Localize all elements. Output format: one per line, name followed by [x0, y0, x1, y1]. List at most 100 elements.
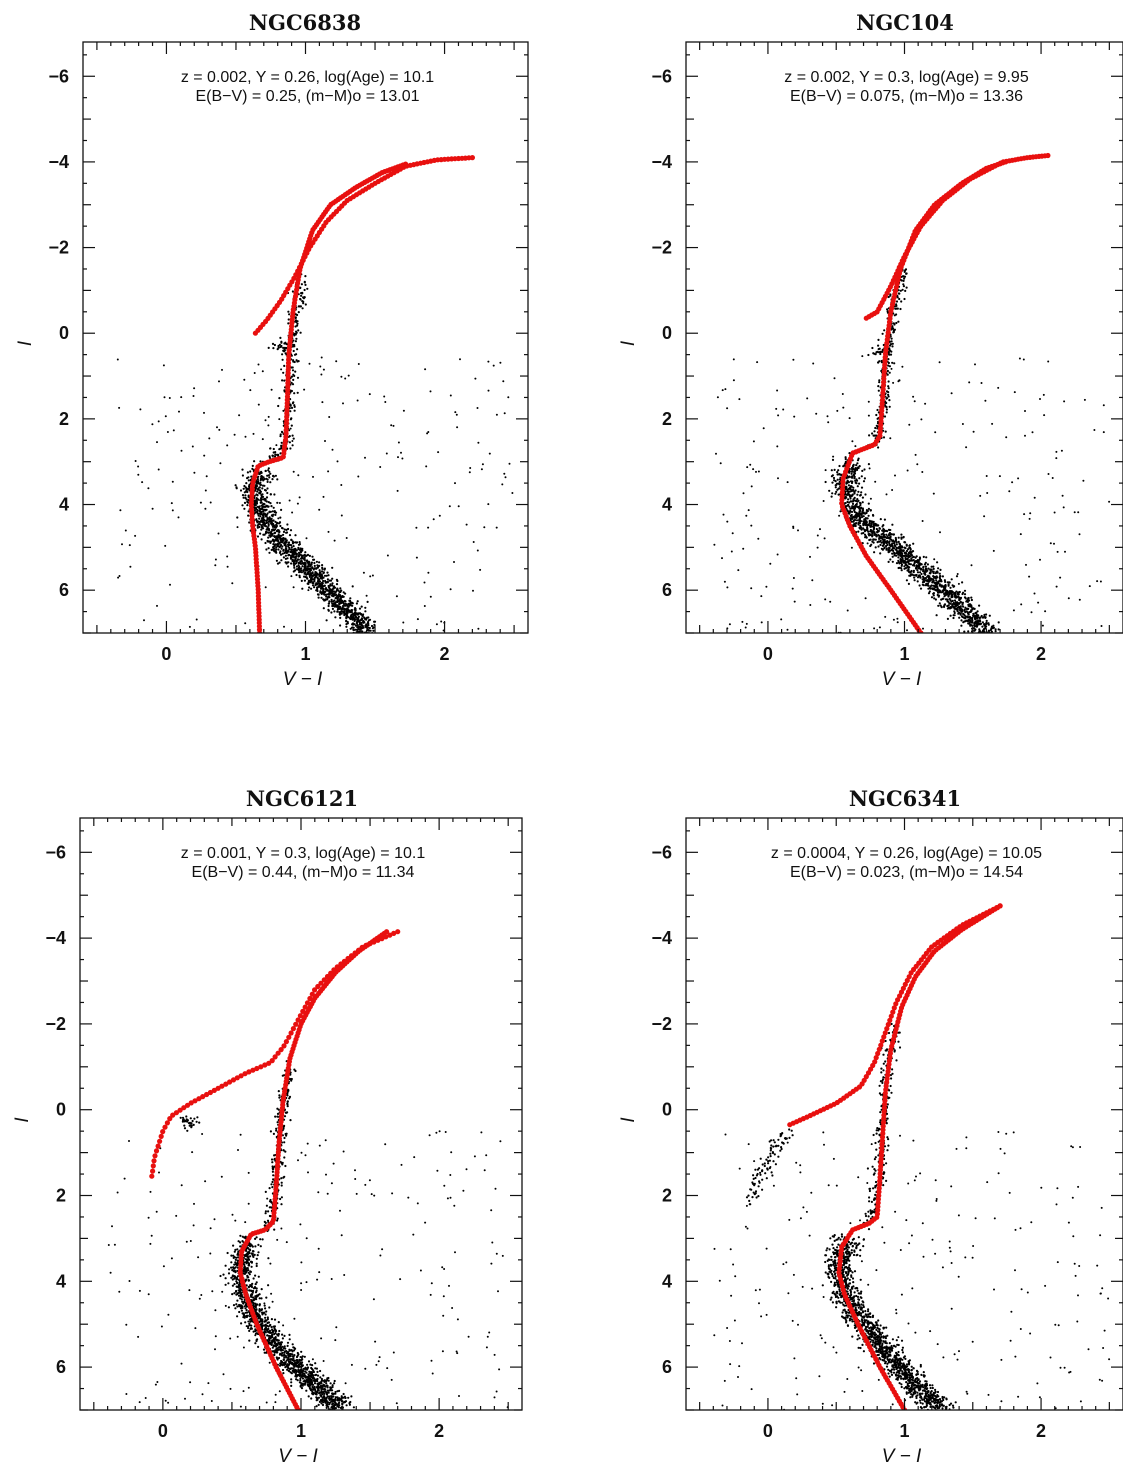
star-point	[941, 590, 945, 594]
star-point	[295, 353, 298, 356]
star-point	[902, 283, 905, 286]
star-point	[318, 1381, 321, 1384]
star-point	[905, 549, 909, 553]
star-point	[898, 545, 901, 549]
star-point	[315, 1367, 318, 1370]
star-point	[834, 486, 837, 489]
field-star-point	[1060, 449, 1063, 452]
star-point	[303, 556, 306, 559]
field-star-point	[836, 409, 839, 412]
star-point	[262, 523, 265, 526]
field-star-point	[423, 605, 426, 607]
star-point	[254, 511, 257, 514]
star-point	[278, 534, 281, 537]
star-point	[937, 567, 940, 570]
field-star-point	[327, 470, 330, 473]
field-star-point	[504, 476, 507, 479]
field-star-point	[793, 415, 796, 418]
star-point	[331, 1402, 335, 1405]
star-point	[916, 580, 919, 583]
field-star-point	[508, 462, 511, 465]
star-point	[846, 500, 849, 504]
star-point	[239, 489, 243, 492]
field-star-point	[195, 618, 198, 621]
star-point	[854, 481, 857, 484]
star-point	[306, 554, 309, 557]
field-star-point	[1082, 479, 1085, 482]
star-point	[303, 288, 306, 292]
star-point	[925, 556, 928, 559]
field-star-point	[415, 556, 418, 559]
star-point	[297, 547, 300, 551]
star-point	[313, 561, 316, 565]
clump-point	[273, 343, 276, 347]
star-point	[897, 292, 901, 295]
star-point	[293, 553, 296, 556]
star-point	[344, 602, 347, 605]
field-star-point	[912, 395, 915, 398]
star-point	[951, 599, 954, 603]
star-point	[327, 1391, 330, 1394]
field-star-point	[737, 569, 740, 572]
field-star-point	[816, 546, 819, 549]
star-point	[247, 514, 250, 517]
field-star-point	[379, 466, 382, 468]
field-star-point	[1088, 585, 1091, 588]
star-point	[880, 359, 883, 363]
star-point	[891, 555, 894, 558]
star-point	[850, 470, 853, 473]
star-point	[358, 619, 361, 622]
star-point	[928, 575, 931, 578]
field-star-point	[480, 468, 483, 471]
star-point	[322, 579, 325, 583]
star-point	[857, 490, 860, 493]
star-point	[294, 541, 297, 544]
star-point	[272, 543, 275, 546]
star-point	[266, 480, 269, 483]
star-point	[305, 1379, 308, 1382]
star-point	[953, 591, 957, 595]
field-star-point	[878, 626, 881, 629]
star-point	[292, 555, 295, 558]
field-star-point	[891, 540, 894, 542]
star-point	[904, 558, 907, 561]
star-point	[967, 619, 971, 622]
field-star-point	[1047, 473, 1050, 475]
star-point	[889, 293, 892, 296]
star-point	[300, 556, 303, 559]
field-star-point	[932, 492, 935, 495]
field-star-point	[747, 509, 750, 512]
star-point	[292, 545, 295, 548]
field-star-point	[1053, 511, 1056, 514]
star-point	[265, 548, 268, 551]
star-point	[310, 587, 313, 590]
star-point	[953, 610, 956, 613]
star-point	[266, 487, 269, 490]
field-star-point	[156, 441, 158, 444]
star-point	[852, 515, 856, 518]
star-point	[846, 489, 849, 493]
field-star-point	[236, 526, 239, 529]
field-star-point	[726, 627, 729, 630]
star-point	[268, 518, 271, 522]
star-point	[962, 642, 964, 644]
star-point	[265, 477, 268, 480]
star-point	[280, 534, 283, 537]
star-point	[277, 404, 280, 408]
star-point	[882, 542, 886, 545]
star-point	[319, 577, 322, 580]
star-point	[959, 596, 963, 600]
star-point	[244, 494, 247, 497]
star-point	[273, 547, 276, 550]
star-point	[978, 630, 981, 633]
star-point	[898, 551, 902, 554]
field-star-point	[1033, 592, 1036, 595]
star-point	[863, 468, 866, 471]
star-point	[290, 544, 293, 547]
star-point	[321, 1403, 325, 1407]
star-point	[301, 547, 304, 551]
clump-point	[877, 351, 881, 354]
field-star-point	[298, 496, 301, 499]
star-point	[296, 360, 299, 363]
star-point	[873, 551, 876, 554]
